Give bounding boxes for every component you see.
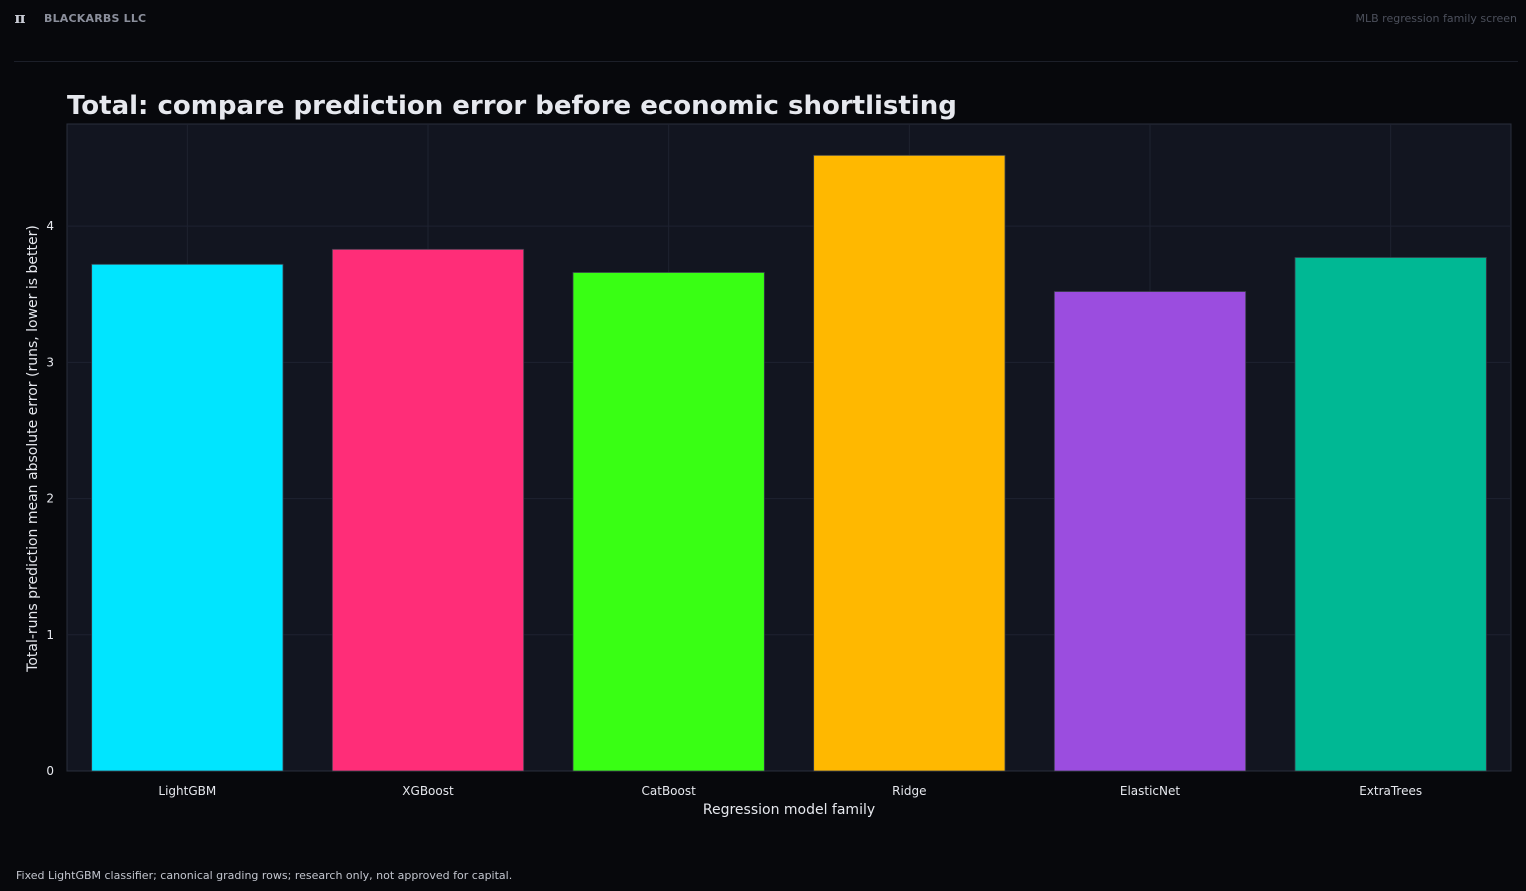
bar-lightgbm [91,263,284,772]
x-tick-label: ElasticNet [1120,784,1181,798]
screen-caption: MLB regression family screen [1355,12,1517,25]
x-tick-label: Ridge [892,784,926,798]
x-tick-label: ExtraTrees [1359,784,1422,798]
y-tick-label: 4 [46,219,54,233]
x-tick-label: CatBoost [642,784,697,798]
y-tick-label: 0 [46,764,54,778]
x-axis-ticks: LightGBM XGBoost CatBoost Ridge ElasticNet Ex… [158,784,1422,798]
plot-area [66,123,1512,772]
footnote: Fixed LightGBM classifier; canonical gra… [16,869,513,882]
y-tick-label: 1 [46,628,54,642]
y-tick-label: 3 [46,355,54,369]
chart-title: Total: compare prediction error before e… [67,91,957,121]
bar-catboost [572,272,765,772]
bar-elasticnet [1053,291,1247,772]
y-axis-ticks: 0 1 2 3 4 [46,219,54,778]
bar-ridge [813,154,1006,772]
x-axis-label: Regression model family [703,802,875,818]
bar-group [91,154,1487,772]
header-divider [14,61,1518,62]
x-tick-label: LightGBM [158,784,216,798]
bar-extratrees [1294,257,1487,772]
y-axis-label: Total-runs prediction mean absolute erro… [25,225,41,673]
x-tick-label: XGBoost [402,784,454,798]
y-tick-label: 2 [46,492,54,506]
company-name: BLACKARBS LLC [44,12,147,25]
bar-xgboost [331,248,525,772]
pi-logo-icon: π [14,9,26,27]
